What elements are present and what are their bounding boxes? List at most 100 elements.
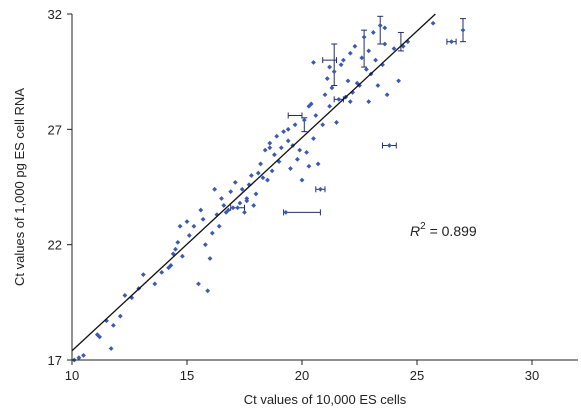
data-point xyxy=(376,83,381,88)
data-point xyxy=(109,346,114,351)
data-point xyxy=(286,138,291,143)
data-point xyxy=(387,143,392,148)
data-point xyxy=(348,51,353,56)
data-point xyxy=(254,192,259,197)
data-point xyxy=(334,120,339,125)
data-point xyxy=(235,205,240,210)
data-point xyxy=(318,187,323,192)
data-point xyxy=(173,247,178,252)
data-point xyxy=(293,122,298,127)
r-squared-value: = 0.899 xyxy=(426,223,477,239)
data-point xyxy=(307,164,312,169)
data-point xyxy=(382,42,387,47)
data-point xyxy=(111,323,116,328)
data-point xyxy=(382,25,387,30)
data-point xyxy=(123,293,128,298)
data-marks xyxy=(72,14,466,362)
y-tick-label: 22 xyxy=(48,238,62,253)
data-point xyxy=(449,39,454,44)
data-point xyxy=(281,129,286,134)
data-point xyxy=(279,145,284,150)
data-point xyxy=(332,69,337,74)
x-tick-label: 15 xyxy=(180,368,194,383)
data-point xyxy=(339,62,344,67)
y-tick-label: 17 xyxy=(48,353,62,368)
data-point xyxy=(359,55,364,60)
data-point xyxy=(327,104,332,109)
error-bar xyxy=(284,209,321,215)
data-point xyxy=(175,240,180,245)
data-point xyxy=(353,44,358,49)
data-point xyxy=(348,99,353,104)
regression-line xyxy=(72,14,435,351)
data-point xyxy=(316,162,321,167)
data-point xyxy=(274,134,279,139)
data-point xyxy=(249,173,254,178)
data-point xyxy=(378,23,383,28)
data-point xyxy=(330,85,335,90)
x-tick-label: 20 xyxy=(295,368,309,383)
data-point xyxy=(286,127,291,132)
data-point xyxy=(141,272,146,277)
x-tick-label: 30 xyxy=(525,368,539,383)
error-bar xyxy=(377,16,383,44)
x-tick-label: 10 xyxy=(65,368,79,383)
data-point xyxy=(210,231,215,236)
data-point xyxy=(118,314,123,319)
data-point xyxy=(180,254,185,259)
data-point xyxy=(373,58,378,63)
data-point xyxy=(187,233,192,238)
y-tick-label: 27 xyxy=(48,122,62,137)
data-point xyxy=(203,242,208,247)
r-squared-var: R xyxy=(410,223,420,239)
data-point xyxy=(81,353,86,358)
data-point xyxy=(297,148,302,153)
y-axis-ticks: 17 22 27 32 xyxy=(48,7,72,368)
data-point xyxy=(302,118,307,123)
y-tick-label: 32 xyxy=(48,7,62,22)
data-point xyxy=(371,30,376,35)
data-point xyxy=(242,210,247,215)
data-point xyxy=(288,166,293,171)
r-squared-annotation: R2 = 0.899 xyxy=(410,221,477,239)
x-axis-title: Ct values of 10,000 ES cells xyxy=(244,392,407,407)
data-point xyxy=(313,113,318,118)
data-point xyxy=(272,152,277,157)
data-point xyxy=(323,92,328,97)
data-point xyxy=(221,203,226,208)
data-point xyxy=(238,201,243,206)
data-point xyxy=(258,162,263,167)
data-point xyxy=(341,58,346,63)
data-point xyxy=(196,281,201,286)
data-point xyxy=(284,210,289,215)
data-point xyxy=(461,28,466,33)
data-point xyxy=(311,136,316,141)
data-point xyxy=(198,208,203,213)
data-point xyxy=(385,92,390,97)
y-axis-title: Ct values of 1,000 pg ES cell RNA xyxy=(12,88,27,286)
data-point xyxy=(300,178,305,183)
data-point xyxy=(346,78,351,83)
data-point xyxy=(228,189,233,194)
data-point xyxy=(152,281,157,286)
data-point xyxy=(366,99,371,104)
data-point xyxy=(251,203,256,208)
data-point xyxy=(265,178,270,183)
data-point xyxy=(304,150,309,155)
data-point xyxy=(267,145,272,150)
data-point xyxy=(192,224,197,229)
data-point xyxy=(396,78,401,83)
error-bar xyxy=(331,44,337,86)
data-point xyxy=(208,256,213,261)
data-point xyxy=(295,157,300,162)
data-point xyxy=(320,122,325,127)
data-point xyxy=(311,60,316,65)
data-point xyxy=(270,168,275,173)
data-point xyxy=(159,270,164,275)
data-point xyxy=(267,141,272,146)
data-point xyxy=(362,35,367,40)
data-point xyxy=(256,171,261,176)
data-point xyxy=(231,205,236,210)
data-point xyxy=(336,97,341,102)
